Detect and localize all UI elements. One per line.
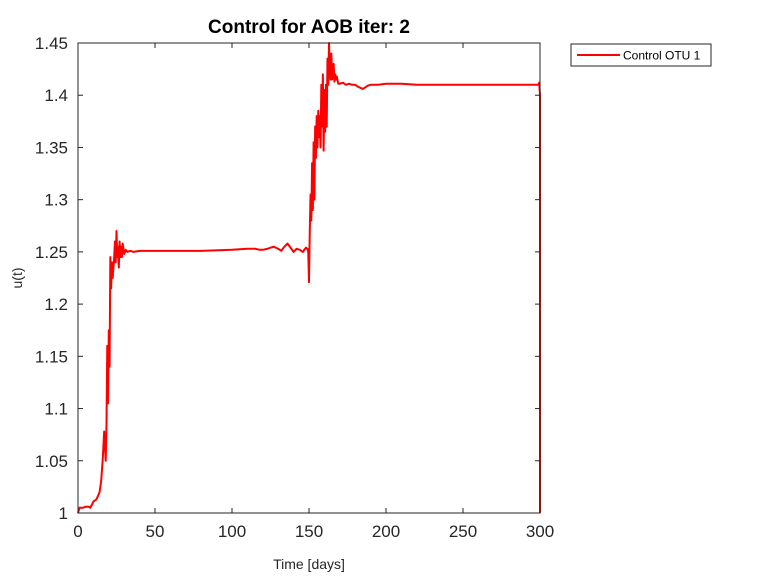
y-tick-label-2: 1.1	[44, 400, 68, 419]
y-tick-label-6: 1.3	[44, 191, 68, 210]
data-layer	[77, 42, 541, 514]
x-tick-label-4: 200	[372, 522, 400, 541]
y-axis-label: u(t)	[9, 268, 25, 289]
ticks-layer: 0 50 100 150 200 250 300 1 1.05 1.1 1.15 1.2 1.25 1.3…	[35, 34, 554, 541]
legend[interactable]: Control OTU 1	[570, 43, 712, 67]
x-tick-label-3: 150	[295, 522, 323, 541]
y-tick-label-4: 1.2	[44, 295, 68, 314]
chart-title: Control for AOB iter: 2	[208, 17, 410, 38]
y-tick-label-7: 1.35	[35, 138, 68, 157]
legend-box	[570, 43, 712, 67]
y-tick-label-9: 1.45	[35, 34, 68, 53]
plot-box	[77, 42, 541, 514]
x-tick-label-0: 0	[73, 522, 82, 541]
x-tick-label-2: 100	[218, 522, 246, 541]
y-tick-label-8: 1.4	[44, 86, 68, 105]
x-tick-label-1: 50	[146, 522, 165, 541]
x-tick-label-5: 250	[449, 522, 477, 541]
y-tick-label-0: 1	[59, 504, 68, 523]
y-tick-label-5: 1.25	[35, 243, 68, 262]
y-tick-label-1: 1.05	[35, 452, 68, 471]
y-tick-label-3: 1.15	[35, 347, 68, 366]
x-axis-label: Time [days]	[273, 556, 345, 572]
legend-label: Control OTU 1	[623, 49, 701, 63]
series-line-1	[77, 42, 541, 514]
x-tick-label-6: 300	[526, 522, 554, 541]
